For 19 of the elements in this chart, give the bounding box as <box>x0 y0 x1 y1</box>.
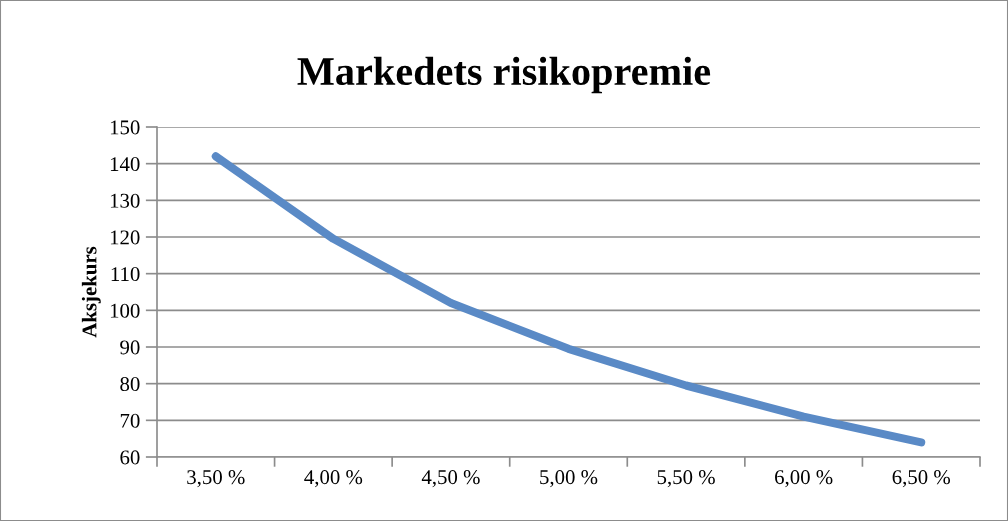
chart-title: Markedets risikopremie <box>297 56 711 94</box>
x-tick-label: 5,50 % <box>657 470 715 488</box>
y-tick-label: 70 <box>120 413 140 428</box>
x-tick-label: 6,50 % <box>892 470 951 488</box>
x-tick-label: 5,00 % <box>540 470 598 488</box>
x-tick-label: 3,50 % <box>187 470 245 488</box>
y-tick-label: 60 <box>120 450 140 465</box>
y-tick-label: 120 <box>110 230 140 245</box>
y-tick-label: 100 <box>110 303 140 318</box>
y-tick-label: 110 <box>111 267 140 282</box>
y-tick-label: 130 <box>110 193 140 208</box>
y-axis-title: Aksjekurs <box>81 246 101 338</box>
y-tick-label: 140 <box>110 157 140 172</box>
y-tick-label: 90 <box>120 340 140 355</box>
y-tick-label: 80 <box>120 377 140 392</box>
x-tick-label: 4,50 % <box>421 470 480 488</box>
x-tick-label: 6,00 % <box>775 470 833 488</box>
y-tick-label: 150 <box>110 120 140 135</box>
x-tick-label: 4,00 % <box>304 470 363 488</box>
